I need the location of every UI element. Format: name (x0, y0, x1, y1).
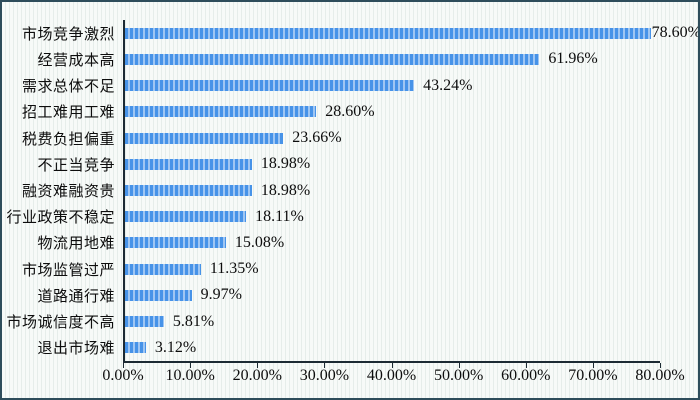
x-axis-tick-label: 20.00% (232, 367, 282, 384)
bar-row: 18.98% (125, 151, 660, 177)
category-label: 需求总体不足 (21, 79, 115, 96)
x-axis-tick-label: 50.00% (433, 367, 484, 384)
x-axis-line (123, 361, 661, 368)
x-axis-tick (391, 363, 393, 368)
category-axis-labels: 市场竞争激烈经营成本高需求总体不足 招工难用工难 税费负担偏重不正当竞争融资难融资贵… (2, 20, 115, 361)
plot-area: 78.60% 61.96% 43.24% 28.60% 23.66% 18.98% 18.9… (123, 20, 698, 361)
category-label: 道路通行难 (37, 288, 115, 305)
bar-row: 18.11% (125, 204, 660, 230)
bar-value-label: 18.98% (260, 181, 311, 199)
bar-value-label: 9.97% (200, 286, 242, 304)
x-axis-tick-labels: 0.00% 10.00% 20.00% 30.00% 40.00% 50.00% 60.00… (102, 367, 684, 389)
category-label: 市场竞争激烈 (21, 26, 115, 43)
bar (125, 289, 192, 301)
bar-value-label: 18.98% (260, 155, 311, 173)
bar (125, 53, 540, 65)
category-label: 不正当竞争 (37, 157, 115, 174)
category-label: 行业政策不稳定 (6, 210, 115, 227)
bar-row: 28.60% (125, 99, 660, 125)
x-axis-tick (660, 363, 661, 368)
bar-value-label: 28.60% (325, 102, 375, 120)
x-axis-tick (190, 363, 192, 368)
x-axis-tick (257, 363, 259, 368)
bar-row: 78.60% (125, 20, 698, 46)
bar (125, 132, 284, 144)
bar-row: 43.24% (125, 72, 660, 98)
bar-row: 18.98% (125, 177, 660, 203)
bar (125, 158, 252, 170)
category-label: 经营成本高 (37, 52, 115, 69)
bar (125, 27, 651, 39)
bar-row: 23.66% (125, 125, 660, 151)
bar (125, 80, 415, 92)
bar-value-label: 3.12% (154, 338, 197, 356)
x-axis-tick-label: 70.00% (568, 367, 618, 384)
x-axis-tick-label: 30.00% (299, 367, 350, 384)
x-axis-tick-label: 40.00% (366, 367, 417, 384)
x-axis-tick-label: 80.00% (635, 367, 685, 384)
bar (125, 106, 317, 118)
bar-value-label: 5.81% (172, 312, 215, 330)
x-axis-tick (525, 363, 527, 368)
bar (125, 263, 201, 275)
x-axis-tick-label: 60.00% (501, 367, 551, 384)
bar-value-label: 23.66% (292, 129, 342, 147)
category-label: 招工难用工难 (21, 105, 115, 122)
bar-value-label: 15.08% (234, 233, 285, 251)
x-axis-tick (123, 363, 124, 368)
bar-value-label: 78.60% (651, 24, 700, 42)
bar (125, 185, 252, 197)
x-axis-tick (458, 363, 460, 368)
bar (125, 211, 247, 223)
bar-row: 61.96% (125, 46, 660, 72)
x-axis-tick-label: 10.00% (165, 367, 215, 384)
bar-row: 15.08% (125, 230, 660, 256)
category-label: 物流用地难 (37, 236, 115, 253)
category-label: 退出市场难 (37, 341, 115, 358)
x-axis-tick (592, 363, 594, 368)
category-label: 市场诚信度不高 (6, 315, 115, 332)
category-label: 市场监管过严 (21, 262, 115, 279)
bar-value-label: 11.35% (209, 260, 259, 278)
bar (125, 342, 146, 354)
bar-value-label: 61.96% (548, 50, 598, 68)
bar-row: 11.35% (125, 256, 660, 282)
bar-value-label: 18.11% (255, 207, 304, 225)
bar (125, 237, 226, 249)
bar-row: 3.12% (125, 335, 660, 361)
bar-row: 5.81% (125, 309, 660, 335)
category-label: 税费负担偏重 (21, 131, 115, 148)
x-axis-tick (324, 363, 326, 368)
bar-value-label: 43.24% (423, 76, 473, 94)
bar (125, 316, 164, 328)
x-axis-tick-label: 0.00% (102, 367, 144, 384)
category-label: 融资难融资贵 (21, 184, 115, 201)
bar-row: 9.97% (125, 282, 660, 308)
